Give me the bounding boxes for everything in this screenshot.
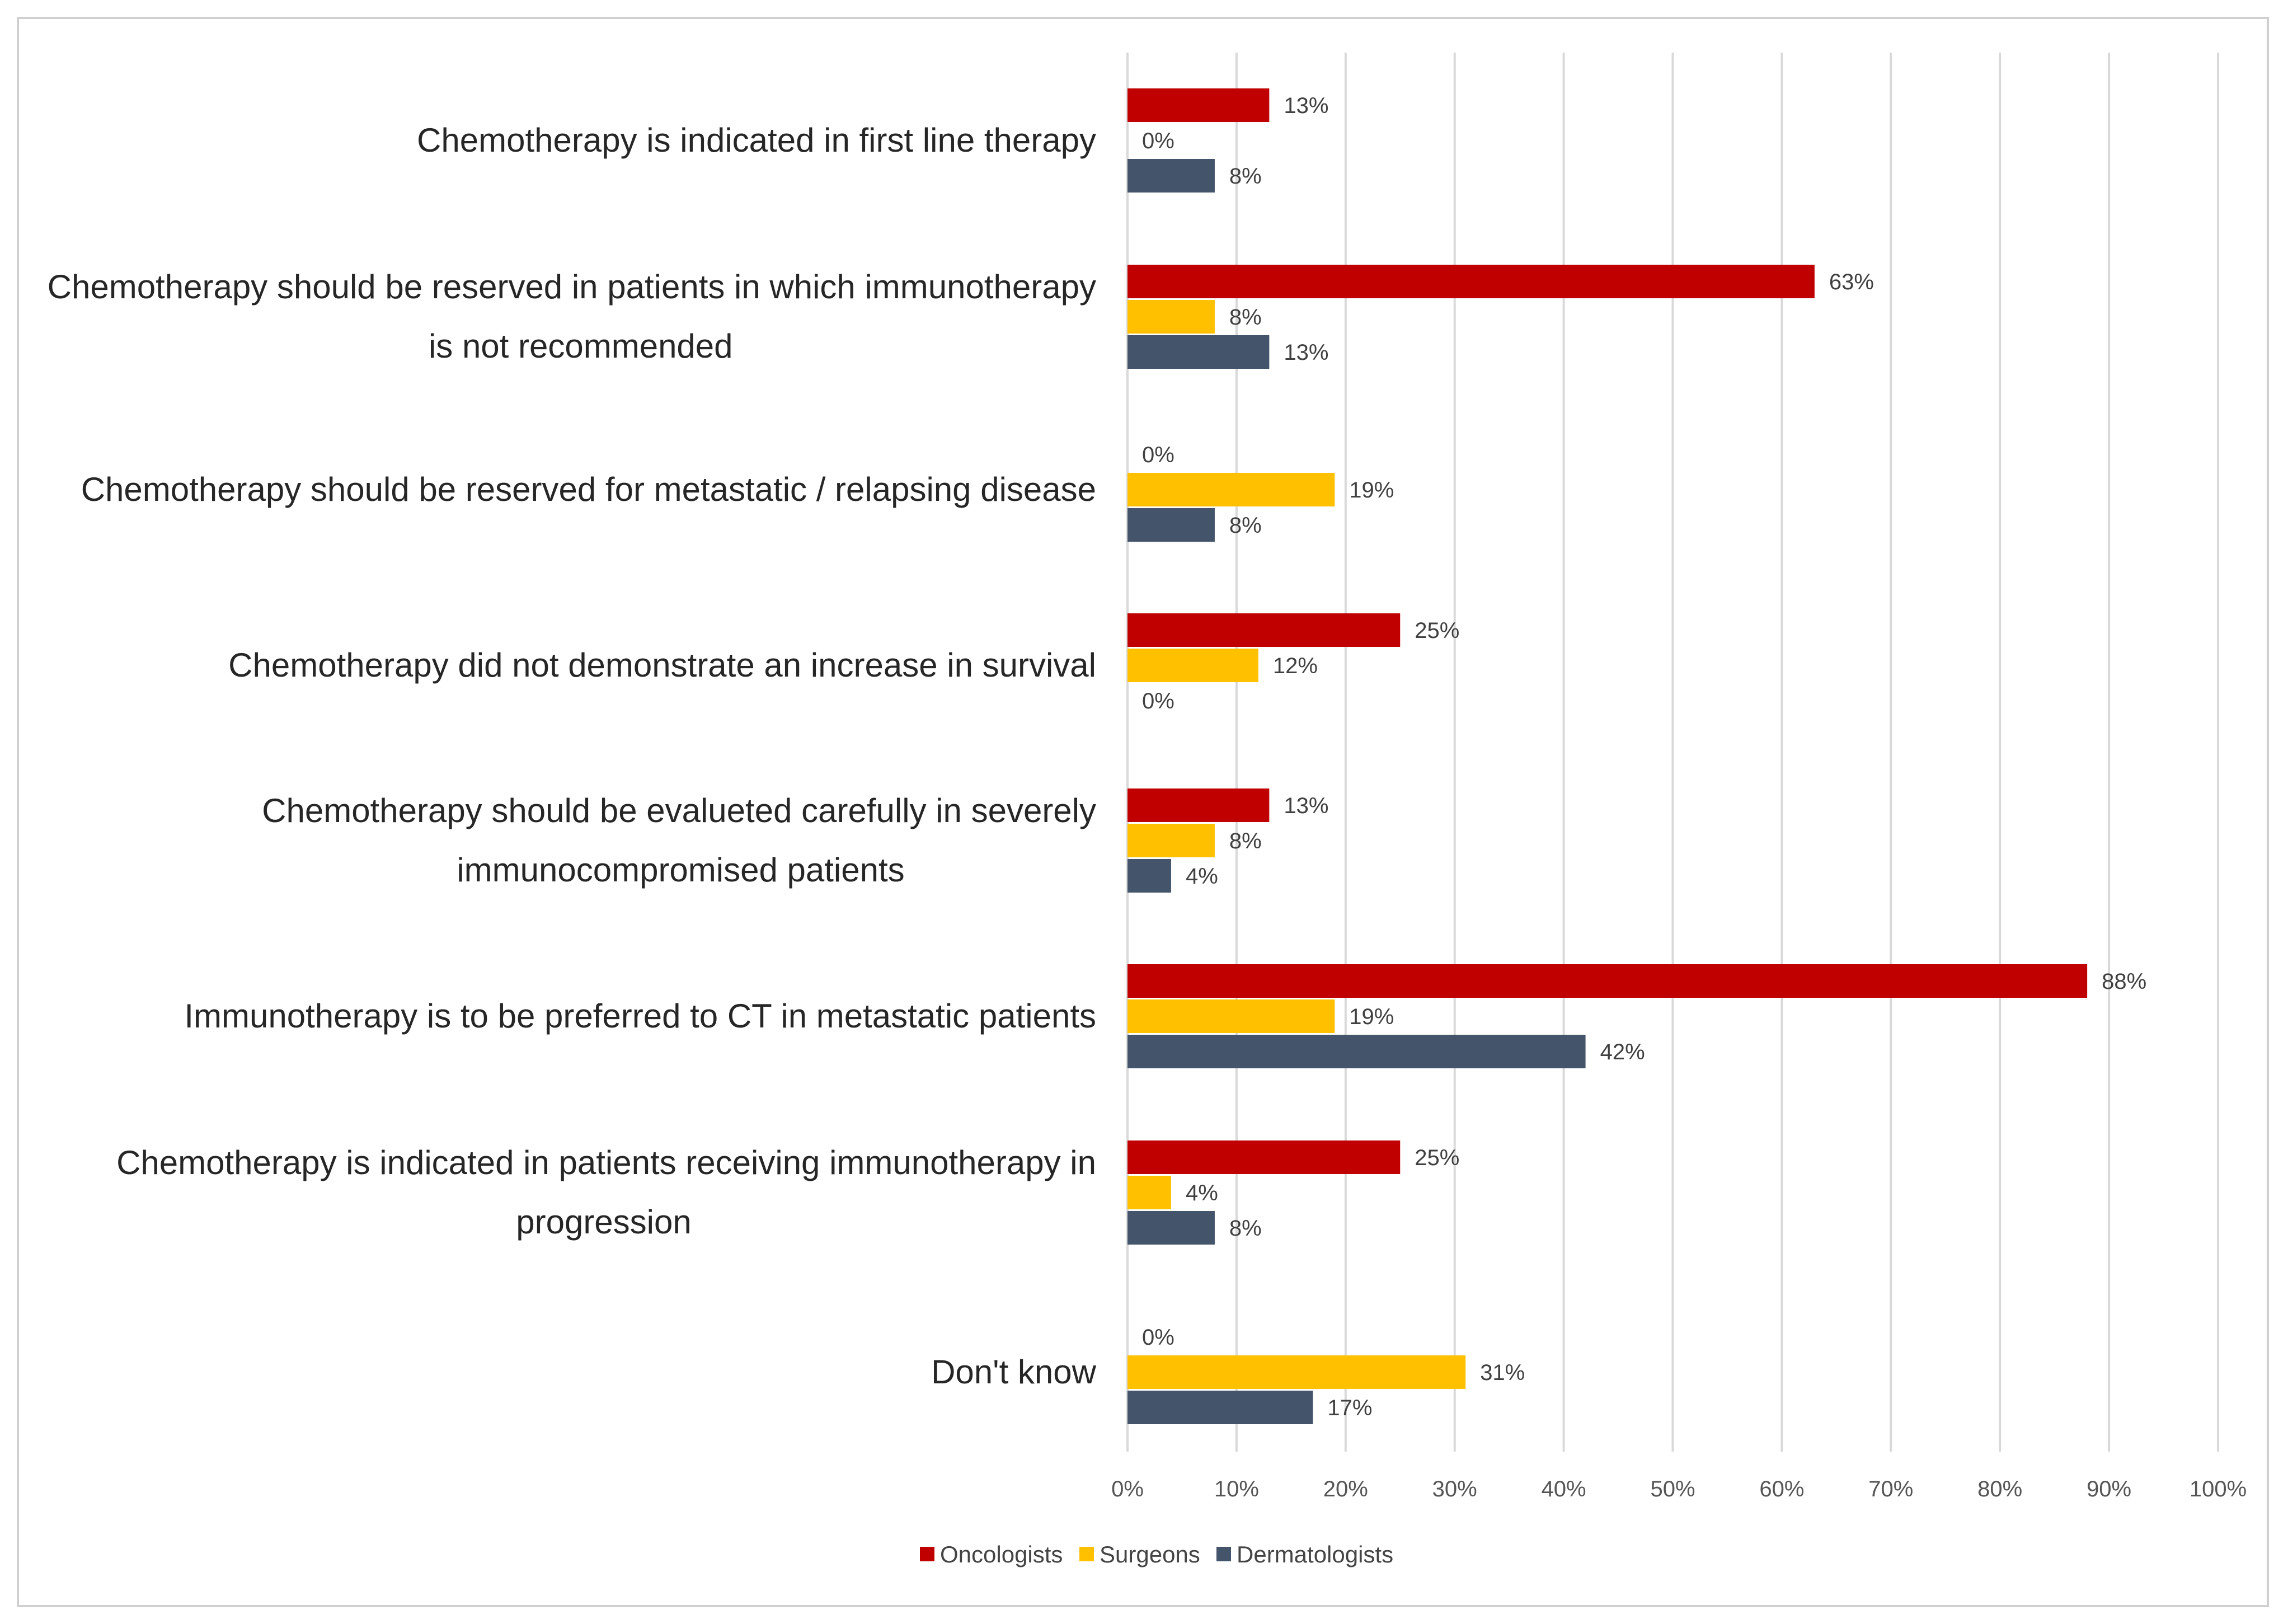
bar-oncologists: [1127, 613, 1401, 647]
legend-label: Oncologists: [940, 1541, 1063, 1567]
category-label: is not recommended: [429, 327, 733, 365]
data-label: 0%: [1142, 1325, 1174, 1350]
data-label: 4%: [1186, 864, 1218, 889]
x-tick-label: 80%: [1977, 1477, 2022, 1501]
category-label: Chemotherapy did not demonstrate an incr…: [228, 646, 1096, 684]
bar-dermatologists: [1127, 335, 1270, 369]
bars: 13% 63% 0% 25% 13% 88% 25% 0% 0% 8% 19% 12% 8% 19% 4% 3…: [1127, 88, 2146, 1424]
category-label: Chemotherapy is indicated in patients re…: [116, 1144, 1096, 1181]
bar-surgeons: [1127, 473, 1335, 506]
x-tick-label: 90%: [2087, 1477, 2131, 1501]
data-label: 4%: [1186, 1181, 1218, 1205]
data-label: 8%: [1229, 164, 1262, 189]
legend: Oncologists Surgeons Dermatologists: [920, 1541, 1393, 1567]
bar-surgeons: [1127, 999, 1335, 1033]
bar-dermatologists: [1127, 508, 1215, 542]
legend-label: Dermatologists: [1237, 1541, 1393, 1567]
data-label: 13%: [1284, 340, 1328, 365]
bar-surgeons: [1127, 1176, 1171, 1209]
data-label: 25%: [1415, 1146, 1459, 1170]
x-tick-label: 30%: [1432, 1477, 1477, 1501]
category-label: Chemotherapy should be reserved for meta…: [81, 471, 1096, 508]
data-label: 8%: [1229, 305, 1262, 330]
x-tick-label: 20%: [1323, 1477, 1368, 1501]
data-label: 12%: [1273, 654, 1318, 678]
category-label: Chemotherapy is indicated in first line …: [417, 121, 1096, 159]
bar-oncologists: [1127, 788, 1270, 822]
bar-dermatologists: [1127, 1035, 1586, 1068]
category-label: Don't know: [931, 1353, 1097, 1391]
x-tick-label: 40%: [1542, 1477, 1586, 1501]
bar-dermatologists: [1127, 859, 1171, 893]
bar-oncologists: [1127, 964, 2088, 998]
data-label: 8%: [1229, 829, 1262, 853]
data-label: 8%: [1229, 513, 1262, 538]
data-label: 0%: [1142, 443, 1174, 467]
category-label: progression: [516, 1203, 692, 1241]
legend-label: Surgeons: [1100, 1541, 1200, 1567]
legend-swatch: [920, 1547, 934, 1561]
bar-oncologists: [1127, 88, 1270, 122]
data-label: 0%: [1142, 129, 1174, 153]
data-label: 8%: [1229, 1216, 1262, 1241]
data-label: 17%: [1327, 1396, 1372, 1420]
bar-oncologists: [1127, 265, 1815, 298]
category-label: Immunotherapy is to be preferred to CT i…: [184, 997, 1096, 1035]
legend-swatch: [1216, 1547, 1231, 1561]
data-label: 31%: [1480, 1360, 1525, 1385]
data-label: 19%: [1349, 478, 1394, 503]
bar-surgeons: [1127, 649, 1258, 682]
bar-surgeons: [1127, 824, 1215, 857]
data-label: 42%: [1600, 1040, 1645, 1064]
x-tick-label: 60%: [1759, 1477, 1804, 1501]
bar-dermatologists: [1127, 1391, 1313, 1424]
chart-frame: 13% 63% 0% 25% 13% 88% 25% 0% 0% 8% 19% 12% 8% 19% 4% 3…: [17, 17, 2269, 1607]
data-label: 0%: [1142, 689, 1174, 714]
data-label: 19%: [1349, 1005, 1394, 1029]
legend-swatch: [1079, 1547, 1094, 1561]
data-label: 25%: [1415, 618, 1459, 643]
data-label: 13%: [1284, 794, 1328, 818]
bar-oncologists: [1127, 1140, 1401, 1174]
x-axis-ticks: 0% 10% 20% 30% 40% 50% 60% 70% 80% 90% 100%: [1111, 1477, 2247, 1501]
category-label: Chemotherapy should be evalueted careful…: [262, 792, 1096, 829]
category-labels: Chemotherapy is indicated in first line …: [48, 121, 1097, 1391]
category-label: immunocompromised patients: [457, 851, 904, 889]
x-tick-label: 0%: [1111, 1477, 1144, 1501]
data-label: 88%: [2102, 969, 2146, 994]
bar-chart: 13% 63% 0% 25% 13% 88% 25% 0% 0% 8% 19% 12% 8% 19% 4% 3…: [48, 53, 2247, 1567]
x-tick-label: 50%: [1650, 1477, 1695, 1501]
bar-dermatologists: [1127, 1211, 1215, 1245]
x-tick-label: 100%: [2190, 1477, 2247, 1501]
x-tick-label: 10%: [1214, 1477, 1259, 1501]
x-tick-label: 70%: [1868, 1477, 1913, 1501]
gridlines: [1126, 53, 2219, 1452]
category-label: Chemotherapy should be reserved in patie…: [48, 268, 1096, 306]
bar-dermatologists: [1127, 159, 1215, 193]
bar-surgeons: [1127, 300, 1215, 334]
bar-surgeons: [1127, 1355, 1466, 1389]
data-label: 13%: [1284, 93, 1328, 118]
data-label: 63%: [1829, 270, 1874, 294]
